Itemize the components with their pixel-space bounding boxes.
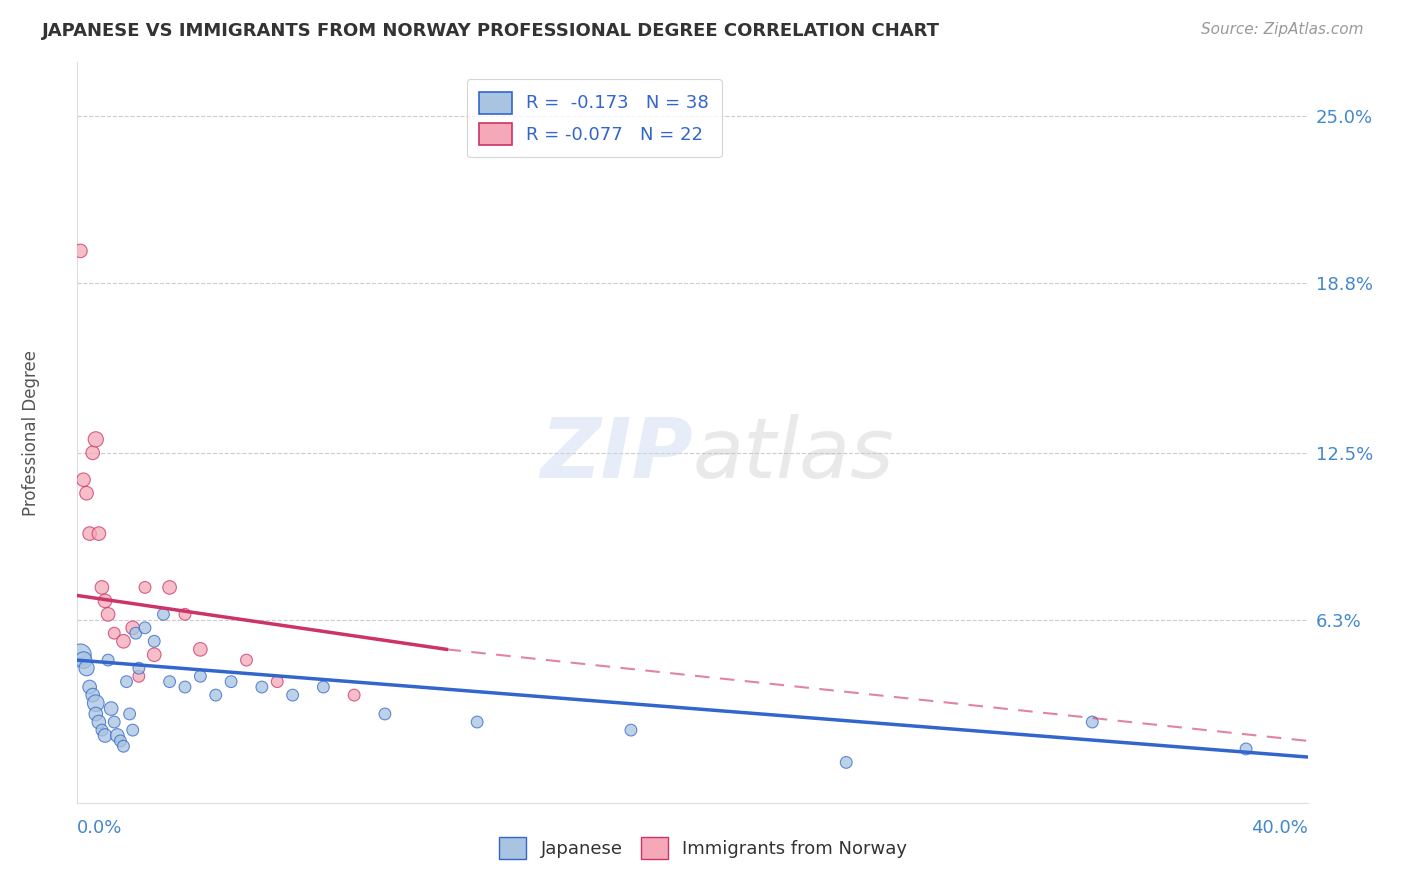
- Text: Professional Degree: Professional Degree: [21, 350, 39, 516]
- Point: [72, 653, 94, 667]
- Text: 40.0%: 40.0%: [1251, 819, 1308, 837]
- Point: [235, 653, 257, 667]
- Point: [374, 706, 396, 721]
- Point: [125, 626, 148, 640]
- Point: [97, 607, 120, 622]
- Point: [121, 621, 143, 635]
- Point: [103, 626, 125, 640]
- Point: [103, 714, 125, 729]
- Point: [620, 723, 643, 738]
- Point: [110, 734, 132, 748]
- Point: [121, 723, 143, 738]
- Point: [69, 648, 91, 662]
- Point: [143, 634, 166, 648]
- Text: ZIP: ZIP: [540, 414, 693, 495]
- Point: [97, 653, 120, 667]
- Point: [82, 688, 104, 702]
- Point: [112, 739, 135, 754]
- Point: [281, 688, 304, 702]
- Point: [72, 473, 94, 487]
- Point: [204, 688, 226, 702]
- Point: [188, 669, 212, 683]
- Legend: R =  -0.173   N = 38, R = -0.077   N = 22: R = -0.173 N = 38, R = -0.077 N = 22: [467, 78, 721, 157]
- Point: [69, 244, 91, 258]
- Point: [174, 680, 197, 694]
- Point: [94, 729, 117, 743]
- Point: [134, 581, 156, 595]
- Point: [128, 669, 150, 683]
- Text: 0.0%: 0.0%: [77, 819, 122, 837]
- Legend: Japanese, Immigrants from Norway: Japanese, Immigrants from Norway: [492, 830, 914, 866]
- Point: [100, 701, 122, 715]
- Point: [84, 706, 107, 721]
- Point: [152, 607, 174, 622]
- Text: Source: ZipAtlas.com: Source: ZipAtlas.com: [1201, 22, 1364, 37]
- Point: [250, 680, 273, 694]
- Point: [84, 696, 107, 710]
- Point: [128, 661, 150, 675]
- Point: [1081, 714, 1104, 729]
- Point: [79, 526, 101, 541]
- Point: [465, 714, 488, 729]
- Point: [159, 581, 181, 595]
- Point: [159, 674, 181, 689]
- Point: [219, 674, 242, 689]
- Point: [143, 648, 166, 662]
- Point: [174, 607, 197, 622]
- Point: [94, 594, 117, 608]
- Point: [76, 661, 98, 675]
- Point: [105, 729, 128, 743]
- Point: [115, 674, 138, 689]
- Point: [343, 688, 366, 702]
- Point: [76, 486, 98, 500]
- Point: [90, 723, 114, 738]
- Point: [118, 706, 141, 721]
- Point: [82, 446, 104, 460]
- Point: [87, 714, 110, 729]
- Point: [79, 680, 101, 694]
- Point: [835, 756, 858, 770]
- Point: [87, 526, 110, 541]
- Point: [84, 433, 107, 447]
- Point: [90, 581, 114, 595]
- Text: JAPANESE VS IMMIGRANTS FROM NORWAY PROFESSIONAL DEGREE CORRELATION CHART: JAPANESE VS IMMIGRANTS FROM NORWAY PROFE…: [42, 22, 941, 40]
- Point: [1234, 742, 1257, 756]
- Point: [312, 680, 335, 694]
- Point: [188, 642, 212, 657]
- Point: [266, 674, 288, 689]
- Point: [134, 621, 156, 635]
- Text: atlas: atlas: [693, 414, 894, 495]
- Point: [112, 634, 135, 648]
